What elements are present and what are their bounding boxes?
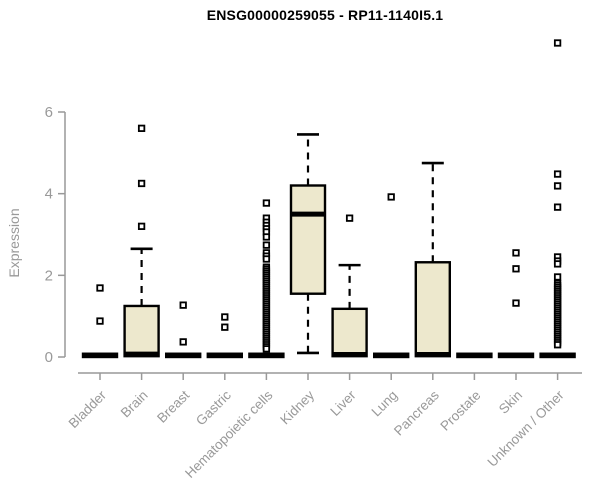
- outlier-point: [387, 193, 395, 201]
- outlier-point: [221, 323, 229, 331]
- box-group: [248, 199, 285, 359]
- box-group: [414, 161, 451, 358]
- box-group: [123, 124, 160, 358]
- y-axis: 0 2 4 6: [45, 104, 66, 366]
- x-category-label: Pancreas: [391, 387, 442, 438]
- outlier-point: [345, 214, 354, 222]
- x-category-label: Gastric: [193, 387, 234, 428]
- box-group: [456, 352, 493, 359]
- box-group: [206, 313, 244, 359]
- y-tick-label: 0: [45, 349, 53, 366]
- outlier-point: [553, 203, 562, 211]
- x-category-label: Kidney: [277, 387, 317, 427]
- x-category-label: Lung: [368, 388, 400, 420]
- outlier-point: [553, 260, 562, 268]
- x-category-label: Unknown / Other: [484, 387, 567, 470]
- outlier-point: [553, 182, 562, 190]
- outlier-point: [553, 273, 562, 281]
- box-group: [289, 133, 327, 355]
- x-category-label: Liver: [327, 387, 359, 419]
- outlier-point: [137, 124, 146, 132]
- outlier-point: [262, 345, 271, 353]
- outlier-point: [553, 170, 562, 178]
- outlier-point: [553, 341, 562, 349]
- outlier-point: [221, 313, 229, 321]
- outlier-point: [553, 39, 562, 47]
- box-group: [497, 249, 535, 359]
- outlier-point: [512, 265, 520, 273]
- box-rect: [414, 261, 451, 358]
- outlier-point: [262, 241, 271, 249]
- box-group: [331, 214, 368, 358]
- outlier-point: [262, 233, 271, 241]
- outlier-point: [137, 222, 146, 230]
- chart-title: ENSG00000259055 - RP11-1140I5.1: [206, 7, 444, 23]
- box-group: [164, 301, 202, 359]
- x-category-label: Brain: [118, 388, 151, 421]
- box-rect: [123, 304, 160, 358]
- y-tick-label: 4: [45, 186, 53, 203]
- box-group: [81, 284, 119, 359]
- outlier-point: [179, 338, 187, 346]
- box-rect: [289, 184, 327, 295]
- outlier-point: [96, 284, 104, 292]
- box-group: [539, 39, 576, 359]
- x-category-label: Prostate: [437, 388, 483, 434]
- outlier-point: [179, 301, 187, 309]
- outlier-point: [137, 179, 146, 188]
- outlier-point: [512, 249, 520, 257]
- box-rect: [331, 307, 368, 358]
- x-category-label: Bladder: [66, 387, 110, 431]
- y-tick-label: 6: [45, 104, 53, 121]
- y-tick-label: 2: [45, 267, 53, 284]
- outlier-point: [512, 299, 520, 307]
- outlier-point: [96, 317, 104, 325]
- outlier-point: [262, 255, 271, 263]
- box-group: [373, 193, 410, 359]
- outlier-point: [262, 199, 271, 207]
- x-category-label: Breast: [154, 387, 192, 425]
- x-category-label: Skin: [496, 388, 525, 417]
